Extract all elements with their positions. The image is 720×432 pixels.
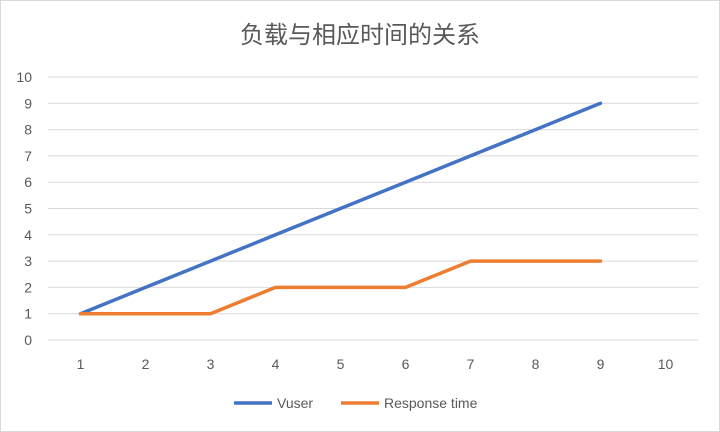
data-point	[144, 286, 147, 289]
x-tick-label: 5	[337, 356, 345, 372]
y-axis-tick-labels: 0 1 2 3 4 5 6 7 8 9 10	[16, 69, 32, 348]
data-point	[144, 312, 147, 315]
x-tick-label: 2	[142, 356, 150, 372]
legend: Vuser Response time	[234, 395, 478, 411]
data-point	[404, 286, 407, 289]
data-point	[339, 286, 342, 289]
data-point	[534, 259, 537, 263]
y-tick-label: 3	[24, 253, 32, 269]
x-axis-tick-labels: 1 2 3 4 5 6 7 8 9 10	[77, 356, 674, 372]
gridlines	[48, 76, 698, 341]
data-point	[404, 181, 407, 184]
chart-title: 负载与相应时间的关系	[240, 21, 480, 49]
data-point	[534, 128, 537, 131]
y-tick-label: 6	[24, 174, 32, 190]
y-tick-label: 7	[24, 148, 32, 164]
x-tick-label: 8	[532, 356, 540, 372]
x-tick-label: 7	[467, 356, 475, 372]
data-point	[469, 259, 472, 263]
data-point	[339, 207, 342, 210]
x-tick-label: 9	[597, 356, 605, 372]
x-tick-label: 1	[77, 356, 85, 372]
data-point	[599, 102, 602, 105]
y-tick-label: 9	[24, 95, 32, 111]
y-tick-label: 1	[24, 306, 32, 322]
x-tick-label: 10	[658, 356, 674, 372]
y-tick-label: 4	[24, 227, 32, 243]
data-point	[209, 312, 212, 315]
x-tick-label: 4	[272, 356, 280, 372]
series-lines	[78, 101, 603, 316]
data-point	[79, 312, 82, 315]
y-tick-label: 2	[24, 279, 32, 295]
x-tick-label: 6	[402, 356, 410, 372]
y-tick-label: 5	[24, 201, 32, 217]
legend-label: Response time	[384, 395, 478, 411]
x-tick-label: 3	[207, 356, 215, 372]
data-point	[599, 259, 602, 263]
y-tick-label: 8	[24, 122, 32, 138]
y-tick-label: 10	[16, 69, 32, 85]
legend-label: Vuser	[277, 395, 313, 411]
data-point	[274, 286, 277, 289]
data-point	[274, 233, 277, 236]
data-point	[469, 154, 472, 158]
data-point	[209, 259, 212, 263]
y-tick-label: 0	[24, 332, 32, 348]
